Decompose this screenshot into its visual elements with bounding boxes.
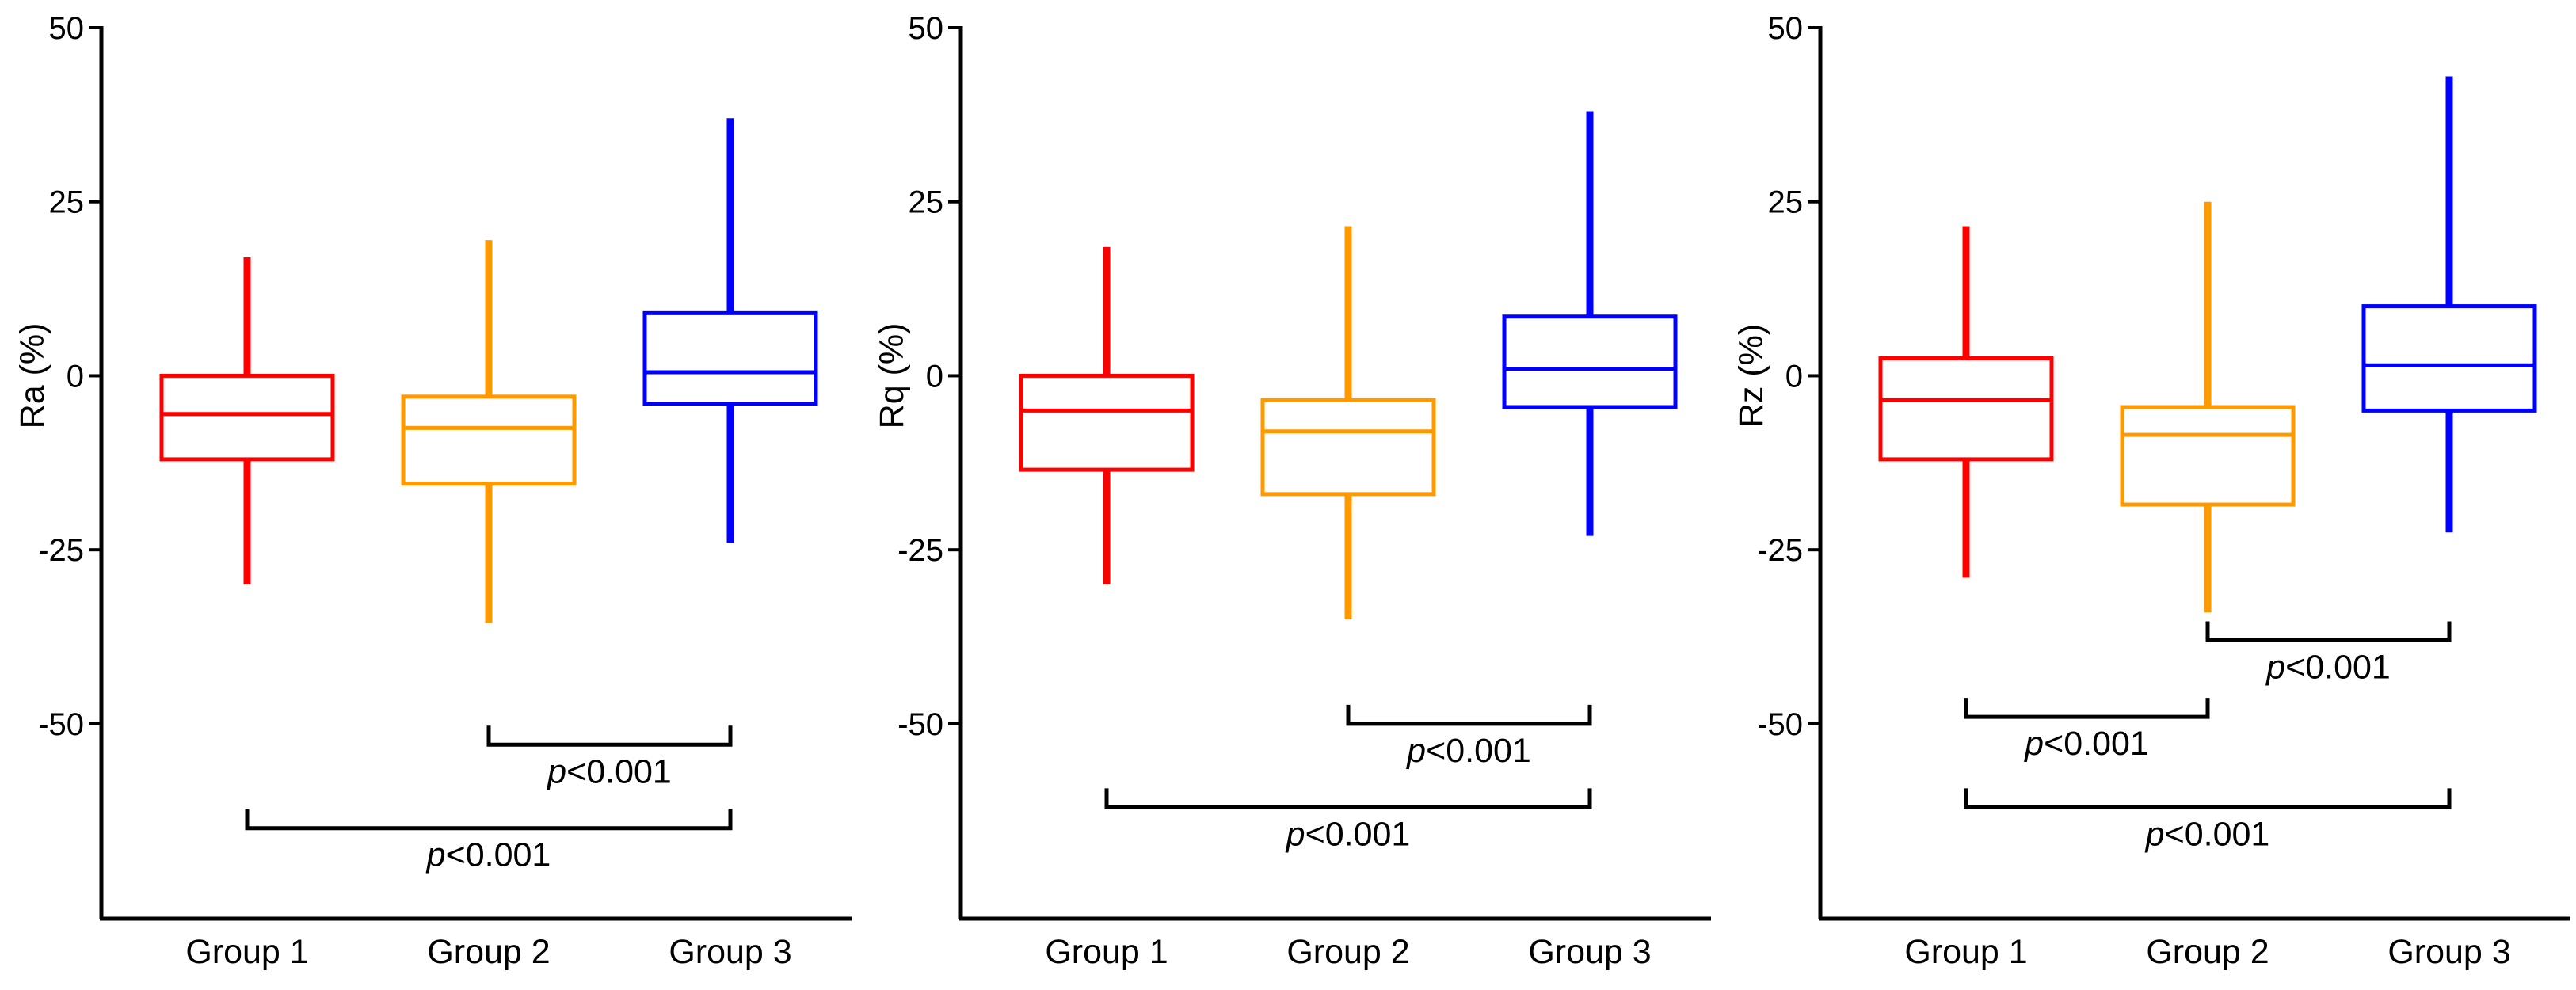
bracket-line [1346,704,1592,726]
significance-bracket: p<0.001 [1104,788,1592,853]
y-tick-label: -50 [1757,707,1803,742]
y-tick-label: 0 [67,359,84,394]
x-category-label: Group 2 [2146,933,2269,971]
y-tick-label: 0 [926,359,943,394]
chart-panel-2: 50 25 0 -25 -50 Rq (%) Group 1 Group 2 Group 3 p<… [859,0,1717,986]
box-group-3 [642,118,818,543]
x-category-label: Group 3 [2387,933,2510,971]
significance-label: p<0.001 [2144,815,2270,853]
chart-svg: 50 25 0 -25 -50 Rq (%) Group 1 Group 2 Group 3 p<… [873,11,1711,971]
significance-label: p<0.001 [1405,732,1531,770]
box-group-2 [1260,226,1436,620]
significance-bracket: p<0.001 [1964,788,2452,853]
y-tick-label: -25 [1757,533,1803,568]
bracket-line [2205,621,2452,642]
x-category-label: Group 3 [1528,933,1651,971]
y-tick-label: -25 [897,533,943,568]
chart-panel-3: 50 25 0 -25 -50 Rz (%) Group 1 Group 2 Group 3 p<… [1719,0,2576,986]
y-axis-title: Rq (%) [873,323,911,429]
bracket-line [245,809,733,831]
bracket-line [1104,788,1592,809]
y-tick-label: 50 [49,11,85,46]
y-tick-label: 50 [909,11,944,46]
box-group-1 [1878,226,2054,578]
box-group-1 [1019,246,1195,585]
y-tick-label: 25 [49,185,85,220]
significance-label: p<0.001 [546,752,672,790]
y-tick-label: 0 [1785,359,1803,394]
significance-bracket: p<0.001 [1346,704,1592,770]
box-iqr [401,394,577,486]
y-tick-label: 25 [909,185,944,220]
significance-label: p<0.001 [2023,725,2149,763]
significance-label: p<0.001 [425,836,551,874]
bracket-line [486,725,733,747]
chart-svg: 50 25 0 -25 -50 Rz (%) Group 1 Group 2 Group 3 p<… [1732,11,2570,971]
x-category-label: Group 1 [1904,933,2027,971]
y-axis-title: Ra (%) [13,323,51,429]
box-group-2 [401,240,577,623]
bracket-line [1964,788,2452,809]
box-iqr [642,310,818,406]
box-iqr [159,373,335,462]
significance-label: p<0.001 [1285,815,1411,853]
box-iqr [1260,398,1436,497]
box-group-3 [1502,111,1678,536]
box-iqr [2120,405,2296,507]
y-axis-title: Rz (%) [1732,324,1770,428]
x-category-label: Group 3 [669,933,791,971]
y-tick-label: 50 [1768,11,1804,46]
box-group-2 [2120,201,2296,613]
y-tick-label: -25 [38,533,84,568]
x-category-label: Group 2 [1286,933,1409,971]
x-category-label: Group 2 [427,933,550,971]
box-iqr [1878,356,2054,462]
significance-bracket: p<0.001 [1964,698,2210,763]
box-iqr [1019,373,1195,472]
chart-panel-1: 50 25 0 -25 -50 Ra (%) Group 1 Group 2 Group 3 p<… [0,0,857,986]
x-category-label: Group 1 [1045,933,1168,971]
box-iqr [2361,304,2537,413]
box-group-3 [2361,76,2537,533]
y-tick-label: 25 [1768,185,1804,220]
significance-label: p<0.001 [2265,648,2391,686]
box-iqr [1502,314,1678,409]
chart-svg: 50 25 0 -25 -50 Ra (%) Group 1 Group 2 Group 3 p<… [13,11,852,971]
significance-bracket: p<0.001 [486,725,733,790]
bracket-line [1964,698,2210,719]
box-group-1 [159,257,335,585]
x-category-label: Group 1 [185,933,308,971]
y-tick-label: -50 [38,707,84,742]
significance-bracket: p<0.001 [2205,621,2452,686]
y-tick-label: -50 [897,707,943,742]
significance-bracket: p<0.001 [245,809,733,874]
